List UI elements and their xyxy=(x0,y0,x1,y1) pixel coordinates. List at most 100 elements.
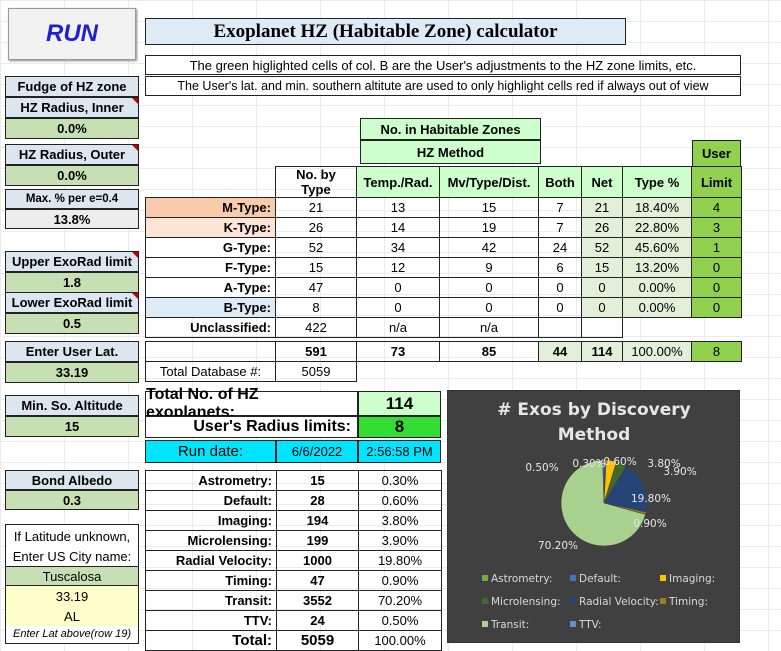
row-pct: 18.40% xyxy=(622,197,692,218)
method-name: Transit: xyxy=(145,590,277,611)
row-pct: 22.80% xyxy=(622,217,692,238)
row-net: 15 xyxy=(581,257,623,278)
row-both: 7 xyxy=(538,217,582,238)
lower-exorad-input[interactable]: 0.5 xyxy=(5,313,139,334)
row-mv: 15 xyxy=(439,197,539,218)
user-lat-label: Enter User Lat. xyxy=(5,341,139,362)
row-mv: 0 xyxy=(439,277,539,298)
legend-swatch xyxy=(660,575,666,581)
pie-data-label: 0.90% xyxy=(633,518,666,530)
method-count: 194 xyxy=(276,510,359,531)
method-pct: 3.80% xyxy=(358,510,442,531)
subtitle-adjustments: The green higlighted cells of col. B are… xyxy=(145,55,741,75)
page-title: Exoplanet HZ (Habitable Zone) calculator xyxy=(145,18,626,45)
table-row: Astrometry: 15 0.30% xyxy=(145,470,442,491)
lower-exorad-label: Lower ExoRad limit xyxy=(5,292,139,313)
row-pct: 0.00% xyxy=(622,277,692,298)
method-name: Timing: xyxy=(145,570,277,591)
run-button[interactable]: RUN xyxy=(8,8,136,60)
user-radius-label: User's Radius limits: xyxy=(145,416,358,438)
table-row: Radial Velocity: 1000 19.80% xyxy=(145,550,442,571)
row-count: 21 xyxy=(275,197,357,218)
max-pct-label: Max. % per e=0.4 xyxy=(5,189,139,209)
method-name: TTV: xyxy=(145,610,277,631)
row-temp: 34 xyxy=(356,237,440,258)
city-input[interactable]: Tuscalosa xyxy=(5,566,139,586)
row-both: 6 xyxy=(538,257,582,278)
hz-count-header: No. in Habitable Zones xyxy=(360,118,541,140)
legend-entry: Microlensing: xyxy=(482,596,561,608)
albedo-input[interactable]: 0.3 xyxy=(5,490,139,510)
table-row: F-Type: 15 12 9 6 15 13.20% 0 xyxy=(145,257,742,278)
method-total-count: 5059 xyxy=(276,630,359,651)
row-type-label: G-Type: xyxy=(145,237,276,258)
unknown-line2: Enter US City name: xyxy=(12,548,132,564)
row-mv: 0 xyxy=(439,297,539,318)
legend-entry: Transit: xyxy=(482,619,529,631)
row-count: 26 xyxy=(275,217,357,238)
legend-entry: Imaging: xyxy=(660,573,715,585)
col-user-limit: Limit xyxy=(691,166,742,198)
unknown-line1: If Latitude unknown, xyxy=(13,528,131,544)
row-limit: 0 xyxy=(691,257,742,278)
row-count: 15 xyxy=(275,257,357,278)
method-name: Imaging: xyxy=(145,510,277,531)
discovery-pie-chart[interactable]: # Exos by Discovery Method 0.30% 0.60% 3.8… xyxy=(447,390,740,643)
upper-exorad-input[interactable]: 1.8 xyxy=(5,272,139,293)
user-lat-input[interactable]: 33.19 xyxy=(5,362,139,383)
pie-slice-ttv[interactable] xyxy=(602,459,605,504)
legend-swatch xyxy=(482,598,488,604)
row-both: 24 xyxy=(538,237,582,258)
row-mv: 42 xyxy=(439,237,539,258)
table-row: Total: 5059 100.00% xyxy=(145,630,442,651)
albedo-label: Bond Albedo xyxy=(5,470,139,490)
table-row: M-Type: 21 13 15 7 21 18.40% 4 xyxy=(145,197,742,218)
legend-entry: Timing: xyxy=(660,596,708,608)
row-type-label: K-Type: xyxy=(145,217,276,238)
legend-label: Microlensing: xyxy=(491,596,561,608)
row-limit: 1 xyxy=(691,237,742,258)
state-value: AL xyxy=(6,606,138,626)
method-pct: 19.80% xyxy=(358,550,442,571)
table-row: Transit: 3552 70.20% xyxy=(145,590,442,611)
legend-label: Transit: xyxy=(490,619,529,631)
method-count: 28 xyxy=(276,490,359,511)
pie-data-label: 19.80% xyxy=(631,493,671,505)
outer-radius-input[interactable]: 0.0% xyxy=(5,165,139,186)
total-hz-label: Total No. of HZ exoplanets: xyxy=(145,386,358,421)
table-row: TTV: 24 0.50% xyxy=(145,610,442,631)
legend-label: Astrometry: xyxy=(491,573,552,585)
pie-data-label: 0.60% xyxy=(603,456,636,468)
col-no-by-type: No. by Type xyxy=(275,166,357,198)
total-net: 114 xyxy=(581,341,623,362)
method-count: 3552 xyxy=(276,590,359,611)
col-net: Net xyxy=(581,166,623,198)
pie-slice-radialvelocity[interactable] xyxy=(603,465,648,513)
method-pct: 0.50% xyxy=(358,610,442,631)
total-temp: 73 xyxy=(356,341,440,362)
row-net: 21 xyxy=(581,197,623,218)
row-temp: 13 xyxy=(356,197,440,218)
total-hz-value: 114 xyxy=(358,391,441,416)
discovery-method-table: Astrometry: 15 0.30% Default: 28 0.60% I… xyxy=(145,470,442,651)
min-altitude-input[interactable]: 15 xyxy=(5,416,139,437)
run-time-value: 2:56:58 PM xyxy=(358,440,441,463)
method-pct: 70.20% xyxy=(358,590,442,611)
table-row: B-Type: 8 0 0 0 0 0.00% 0 xyxy=(145,297,742,318)
method-total-label: Total: xyxy=(145,630,277,651)
chart-title-line1: # Exos by Discovery xyxy=(497,400,691,420)
method-total-pct: 100.00% xyxy=(358,630,442,651)
legend-entry: Astrometry: xyxy=(482,573,552,585)
city-lat-value: 33.19 xyxy=(6,586,138,606)
inner-radius-input[interactable]: 0.0% xyxy=(5,118,139,139)
row-type-label: B-Type: xyxy=(145,297,276,318)
database-value: 5059 xyxy=(275,361,357,382)
unclassified-temp: n/a xyxy=(356,317,440,338)
row-mv: 9 xyxy=(439,257,539,278)
row-limit: 3 xyxy=(691,217,742,238)
legend-label: Radial Velocity: xyxy=(579,596,659,608)
pie-slice-transit[interactable] xyxy=(560,459,646,547)
method-pct: 0.30% xyxy=(358,470,442,491)
total-both: 44 xyxy=(538,341,582,362)
legend-swatch xyxy=(482,621,488,627)
